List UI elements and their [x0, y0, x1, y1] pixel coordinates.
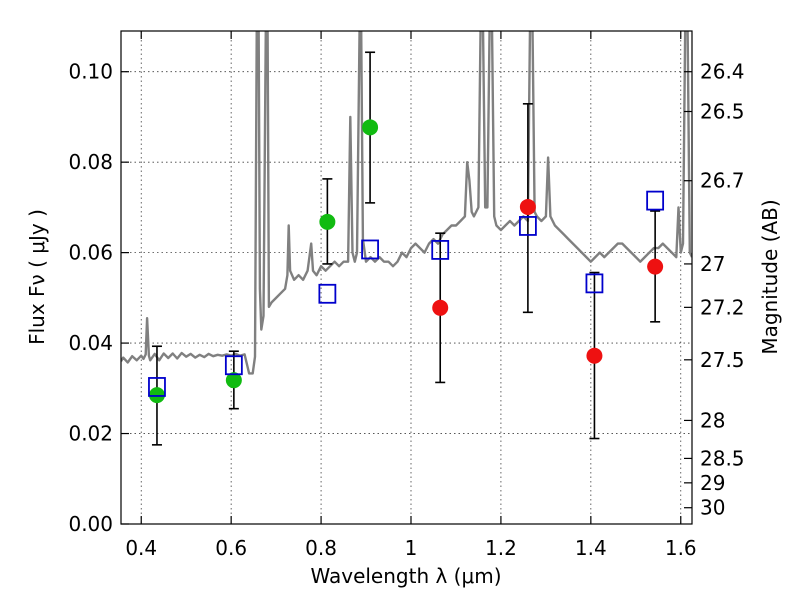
model-point-square [148, 377, 166, 397]
right-y-tick-label: 27.5 [700, 348, 745, 372]
data-point-circle [225, 372, 242, 389]
grid [121, 31, 692, 525]
model-point-square [318, 283, 337, 304]
x-tick-label: 1.4 [575, 536, 607, 560]
data-point-circle [519, 198, 536, 215]
model-spectrum-line [121, 31, 692, 375]
y-axis-label: Flux Fν ( μJy ) [25, 209, 49, 345]
spectrum-layer [121, 31, 692, 375]
plot-frame [120, 30, 693, 525]
errorbar-layer [151, 51, 661, 446]
x-axis-label: Wavelength λ (μm) [310, 564, 501, 588]
right-y-axis-label: Magnitude (AB) [758, 199, 782, 354]
model-point-square [646, 190, 665, 211]
model-point-square [224, 355, 243, 376]
data-point-circle [432, 299, 449, 316]
marker-layer [148, 119, 665, 404]
right-y-tick-label: 26.5 [700, 100, 745, 124]
right-y-tick-label: 30 [700, 496, 725, 520]
y-tick-label: 0.08 [68, 150, 113, 174]
data-point-circle [586, 347, 603, 364]
y-tick-label: 0.10 [68, 60, 113, 84]
y-tick-label: 0.06 [68, 241, 113, 265]
data-point-circle [647, 258, 664, 275]
right-y-tick-label: 28.5 [700, 446, 745, 470]
x-tick-label: 1.6 [665, 536, 697, 560]
model-point-square [518, 216, 537, 236]
right-y-tick-label: 26.7 [700, 169, 745, 193]
x-tick-label: 0.8 [305, 536, 337, 560]
data-point-circle [319, 213, 336, 230]
right-y-tick-label: 26.4 [700, 60, 745, 84]
x-tick-label: 1 [405, 536, 418, 560]
data-point-circle [362, 119, 379, 136]
x-tick-label: 1.2 [485, 536, 517, 560]
axes: 0.4 0.6 0.8 1 1.2 1.4 1.6 0.00 0.02 0.04 0.06 0.08 0… [68, 30, 745, 560]
x-tick-label: 0.6 [215, 536, 247, 560]
x-tick-label: 0.4 [125, 536, 157, 560]
y-tick-label: 0.04 [68, 331, 113, 355]
right-y-tick-label: 27.2 [700, 295, 745, 319]
model-point-square [585, 273, 604, 294]
right-y-tick-label: 27 [700, 252, 725, 276]
y-tick-label: 0.00 [68, 512, 113, 536]
right-y-tick-label: 29 [700, 471, 725, 495]
model-point-square [361, 239, 379, 260]
right-y-tick-label: 28 [700, 408, 725, 432]
y-tick-label: 0.02 [68, 422, 113, 446]
model-point-square [431, 240, 450, 260]
